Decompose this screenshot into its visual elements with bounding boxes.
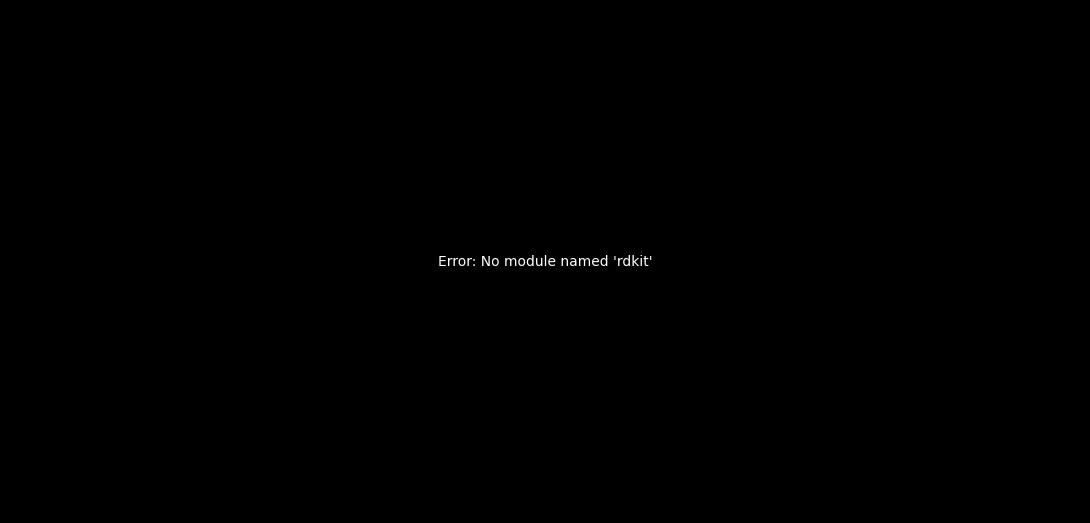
Text: Error: No module named 'rdkit': Error: No module named 'rdkit' xyxy=(438,255,652,268)
